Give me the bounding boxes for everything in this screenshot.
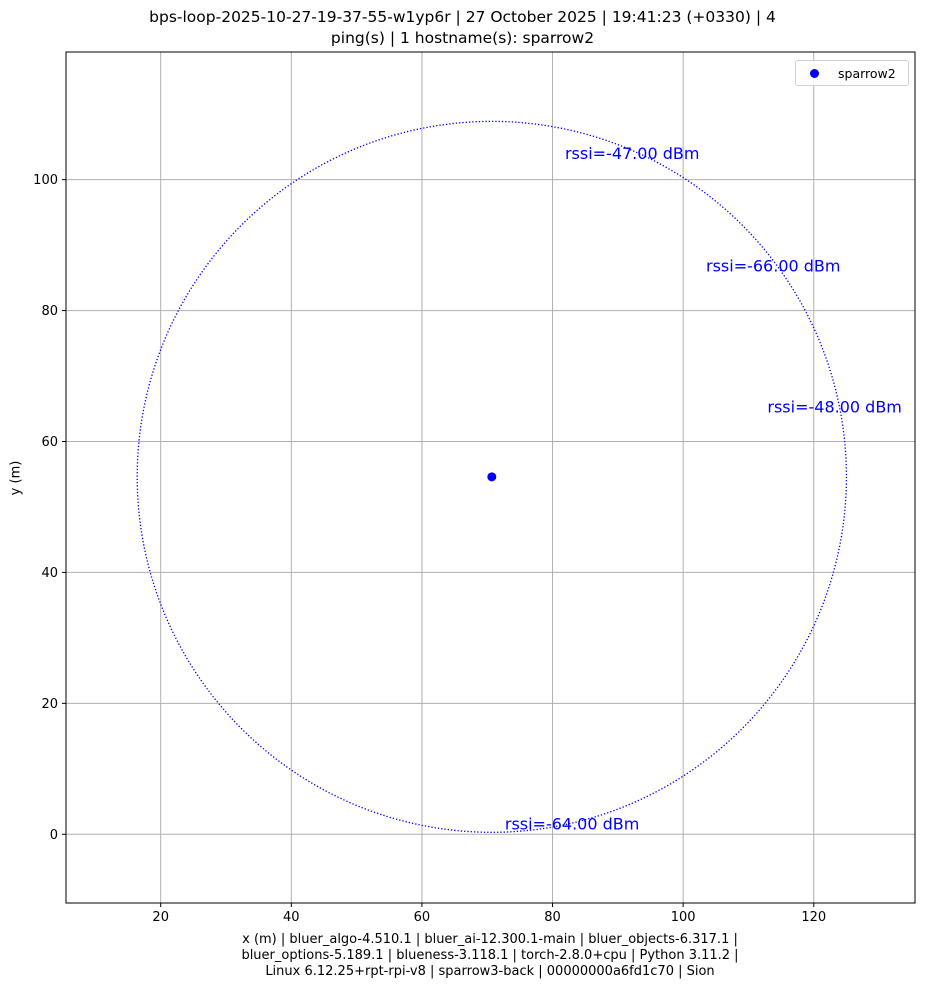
range-circle — [136, 120, 848, 833]
rssi-annotation-4: rssi=-64.00 dBm — [505, 814, 639, 833]
x-axis-label-line-1: x (m) | bluer_algo-4.510.1 | bluer_ai-12… — [242, 932, 738, 947]
x-axis-label-line-2: bluer_options-5.189.1 | blueness-3.118.1… — [241, 948, 739, 963]
x-tick-label: 100 — [671, 910, 696, 925]
chart-title-line-1: bps-loop-2025-10-27-19-37-55-w1yp6r | 27… — [149, 8, 776, 26]
y-axis-label: y (m) — [8, 460, 24, 496]
x-tick-label: 40 — [283, 910, 300, 925]
legend-label: sparrow2 — [838, 66, 896, 81]
rssi-annotation-3: rssi=-48.00 dBm — [767, 397, 901, 416]
y-tick-label: 20 — [41, 697, 58, 712]
legend-marker — [810, 69, 819, 78]
annotations: rssi=-47.00 dBm rssi=-66.00 dBm rssi=-48.0… — [505, 144, 902, 833]
y-tick-label: 0 — [50, 828, 58, 843]
x-tick-label: 120 — [801, 910, 826, 925]
x-tick-label: 60 — [414, 910, 431, 925]
x-tick-label: 80 — [544, 910, 561, 925]
plot-frame — [65, 51, 916, 904]
y-tick-label: 40 — [41, 566, 58, 581]
y-tick-label: 100 — [33, 173, 58, 188]
signal-range-circle — [136, 120, 848, 833]
x-tick-label: 20 — [152, 910, 169, 925]
rssi-annotation-1: rssi=-47.00 dBm — [565, 144, 699, 163]
y-tick-label: 80 — [41, 304, 58, 319]
chart-title-line-2: ping(s) | 1 hostname(s): sparrow2 — [330, 29, 595, 47]
grid-lines — [66, 52, 915, 903]
x-axis-label-line-3: Linux 6.12.25+rpt-rpi-v8 | sparrow3-back… — [265, 964, 715, 979]
legend: sparrow2 — [795, 60, 909, 86]
data-points — [487, 472, 497, 482]
data-point-sparrow2 — [487, 472, 497, 482]
y-tick-label: 60 — [41, 435, 58, 450]
axis-ticks: 20 40 60 80 100 120 0 20 40 60 80 100 — [33, 173, 826, 925]
rssi-annotation-2: rssi=-66.00 dBm — [706, 257, 840, 276]
